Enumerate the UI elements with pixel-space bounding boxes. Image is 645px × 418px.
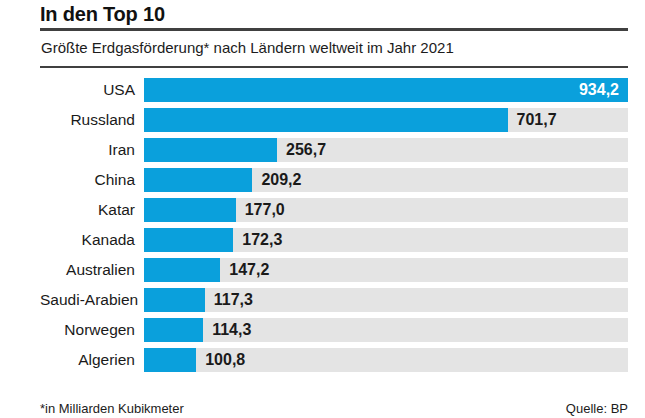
value-label: 701,7	[517, 108, 557, 132]
bar-track: 934,2	[144, 78, 628, 102]
bar	[144, 198, 236, 222]
bar-track: 256,7	[144, 138, 628, 162]
bar	[144, 288, 205, 312]
bar	[144, 258, 220, 282]
bar	[144, 78, 628, 102]
country-label: USA	[40, 78, 144, 102]
bar	[144, 348, 196, 372]
country-label: Kanada	[40, 228, 144, 252]
value-label: 100,8	[205, 348, 245, 372]
value-label: 256,7	[286, 138, 326, 162]
value-label: 117,3	[214, 288, 253, 312]
bar-row: Norwegen 114,3	[40, 318, 628, 342]
infographic-page: In den Top 10 Größte Erdgasförderung* na…	[0, 0, 645, 418]
value-label: 114,3	[212, 318, 251, 342]
bar-track: 100,8	[144, 348, 628, 372]
source-credit: Quelle: BP	[566, 401, 628, 416]
country-label: Iran	[40, 138, 144, 162]
country-label: Saudi-Arabien	[40, 288, 144, 312]
bar	[144, 168, 252, 192]
country-label: Australien	[40, 258, 144, 282]
bar	[144, 108, 508, 132]
chart-subtitle: Größte Erdgasförderung* nach Ländern wel…	[40, 31, 628, 66]
bar-row: Australien 147,2	[40, 258, 628, 282]
country-label: Algerien	[40, 348, 144, 372]
page-title: In den Top 10	[40, 2, 628, 26]
country-label: Katar	[40, 198, 144, 222]
bar-row: Kanada 172,3	[40, 228, 628, 252]
value-label: 172,3	[242, 228, 282, 252]
value-label: 147,2	[229, 258, 269, 282]
bar-track: 209,2	[144, 168, 628, 192]
country-label: Norwegen	[40, 318, 144, 342]
bar-track: 147,2	[144, 258, 628, 282]
bar-row: Saudi-Arabien 117,3	[40, 288, 628, 312]
footnote: *in Milliarden Kubikmeter	[40, 401, 184, 416]
bar-track: 701,7	[144, 108, 628, 132]
country-label: China	[40, 168, 144, 192]
bar-track: 114,3	[144, 318, 628, 342]
bar-track: 177,0	[144, 198, 628, 222]
value-label: 177,0	[245, 198, 285, 222]
bar-row: Algerien 100,8	[40, 348, 628, 372]
bar-row: Iran 256,7	[40, 138, 628, 162]
bar-track: 117,3	[144, 288, 628, 312]
value-label: 934,2	[579, 78, 619, 102]
bar-chart: USA 934,2 Russland 701,7 Iran 256,7 China 209,2…	[40, 78, 628, 372]
bar-track: 172,3	[144, 228, 628, 252]
bar-row: China 209,2	[40, 168, 628, 192]
country-label: Russland	[40, 108, 144, 132]
subtitle-divider	[40, 66, 628, 68]
bar-row: Katar 177,0	[40, 198, 628, 222]
value-label: 209,2	[261, 168, 301, 192]
bar	[144, 318, 203, 342]
bar-row: USA 934,2	[40, 78, 628, 102]
bar	[144, 138, 277, 162]
bar	[144, 228, 233, 252]
chart-footer: *in Milliarden Kubikmeter Quelle: BP	[40, 401, 628, 416]
bar-row: Russland 701,7	[40, 108, 628, 132]
